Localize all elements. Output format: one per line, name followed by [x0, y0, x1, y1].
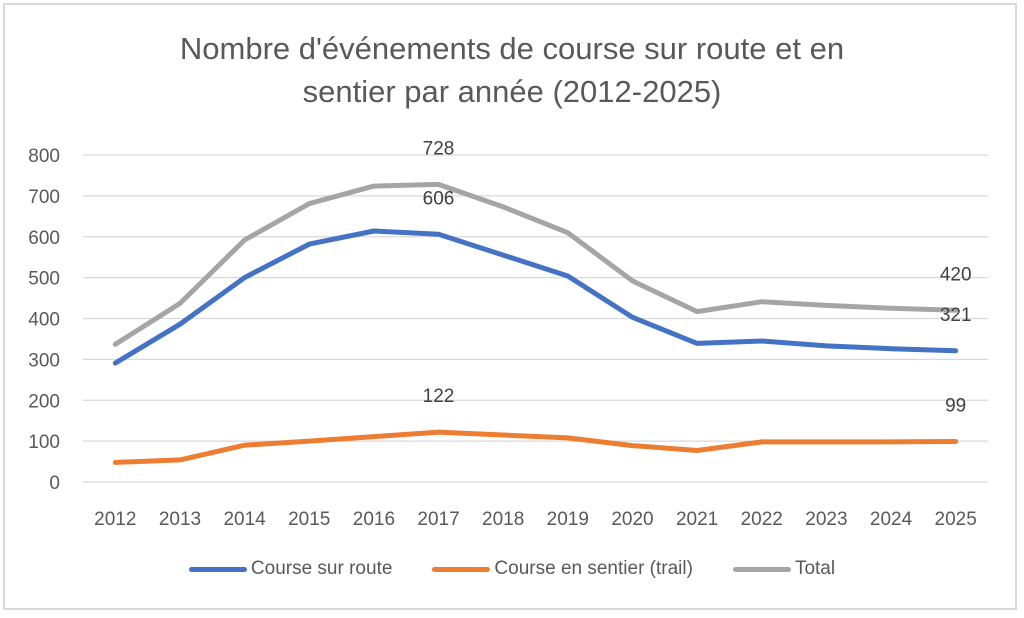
x-tick-label: 2024 — [870, 509, 913, 530]
legend-label-road: Course sur route — [250, 558, 393, 579]
gridlines — [83, 154, 988, 483]
x-tick-label: 2013 — [159, 509, 201, 530]
chart-title-line-1: Nombre d'événements de course sur route … — [179, 31, 845, 66]
data-label: 420 — [940, 264, 972, 285]
legend-item-road[interactable]: Course sur route — [188, 558, 393, 580]
x-tick-label: 2012 — [94, 509, 136, 530]
legend-swatch-road — [188, 566, 247, 572]
data-label: 99 — [945, 396, 966, 417]
x-tick-label: 2016 — [353, 509, 395, 530]
y-tick-label: 700 — [28, 187, 60, 208]
data-label: 728 — [423, 138, 455, 159]
data-labels: 606 321 122 99 728 420 — [423, 138, 972, 416]
x-tick-label: 2017 — [417, 509, 459, 530]
legend-item-trail[interactable]: Course en sentier (trail) — [432, 558, 693, 580]
legend-swatch-trail — [432, 566, 491, 572]
legend-swatch-total — [732, 566, 791, 572]
x-tick-label: 2015 — [288, 509, 330, 530]
chart-title-line-2: sentier par année (2012-2025) — [302, 74, 722, 109]
x-tick-label: 2025 — [935, 509, 977, 530]
x-tick-label: 2018 — [482, 509, 524, 530]
chart-title: Nombre d'événements de course sur route … — [0, 27, 1024, 113]
legend: Course sur route Course en sentier (trai… — [0, 558, 1024, 580]
y-tick-label: 500 — [28, 269, 60, 290]
x-tick-label: 2019 — [547, 509, 589, 530]
series-line-0 — [112, 228, 959, 366]
y-tick-label: 600 — [28, 228, 60, 249]
series-line-1 — [112, 429, 959, 465]
x-tick-label: 2023 — [805, 509, 847, 530]
x-tick-label: 2014 — [223, 509, 266, 530]
x-tick-label: 2021 — [676, 509, 718, 530]
y-axis-labels: 0 100 200 300 400 500 600 700 800 — [28, 146, 60, 494]
y-tick-label: 0 — [49, 473, 60, 494]
y-tick-label: 400 — [28, 310, 60, 331]
y-tick-label: 300 — [28, 350, 60, 371]
series-line-2 — [112, 181, 959, 347]
legend-label-trail: Course en sentier (trail) — [494, 558, 693, 579]
data-label: 122 — [423, 386, 455, 407]
y-tick-label: 200 — [28, 391, 60, 412]
y-tick-label: 800 — [28, 146, 60, 167]
legend-label-total: Total — [794, 558, 836, 579]
x-axis-labels: 2012 2013 2014 2015 2016 2017 2018 2019 2020 2021… — [94, 509, 977, 530]
data-label: 321 — [940, 305, 972, 326]
data-label: 606 — [423, 188, 455, 209]
y-tick-label: 100 — [28, 432, 60, 453]
series-lines — [112, 181, 959, 465]
x-tick-label: 2022 — [741, 509, 783, 530]
legend-item-total[interactable]: Total — [732, 558, 836, 580]
x-tick-label: 2020 — [611, 509, 653, 530]
